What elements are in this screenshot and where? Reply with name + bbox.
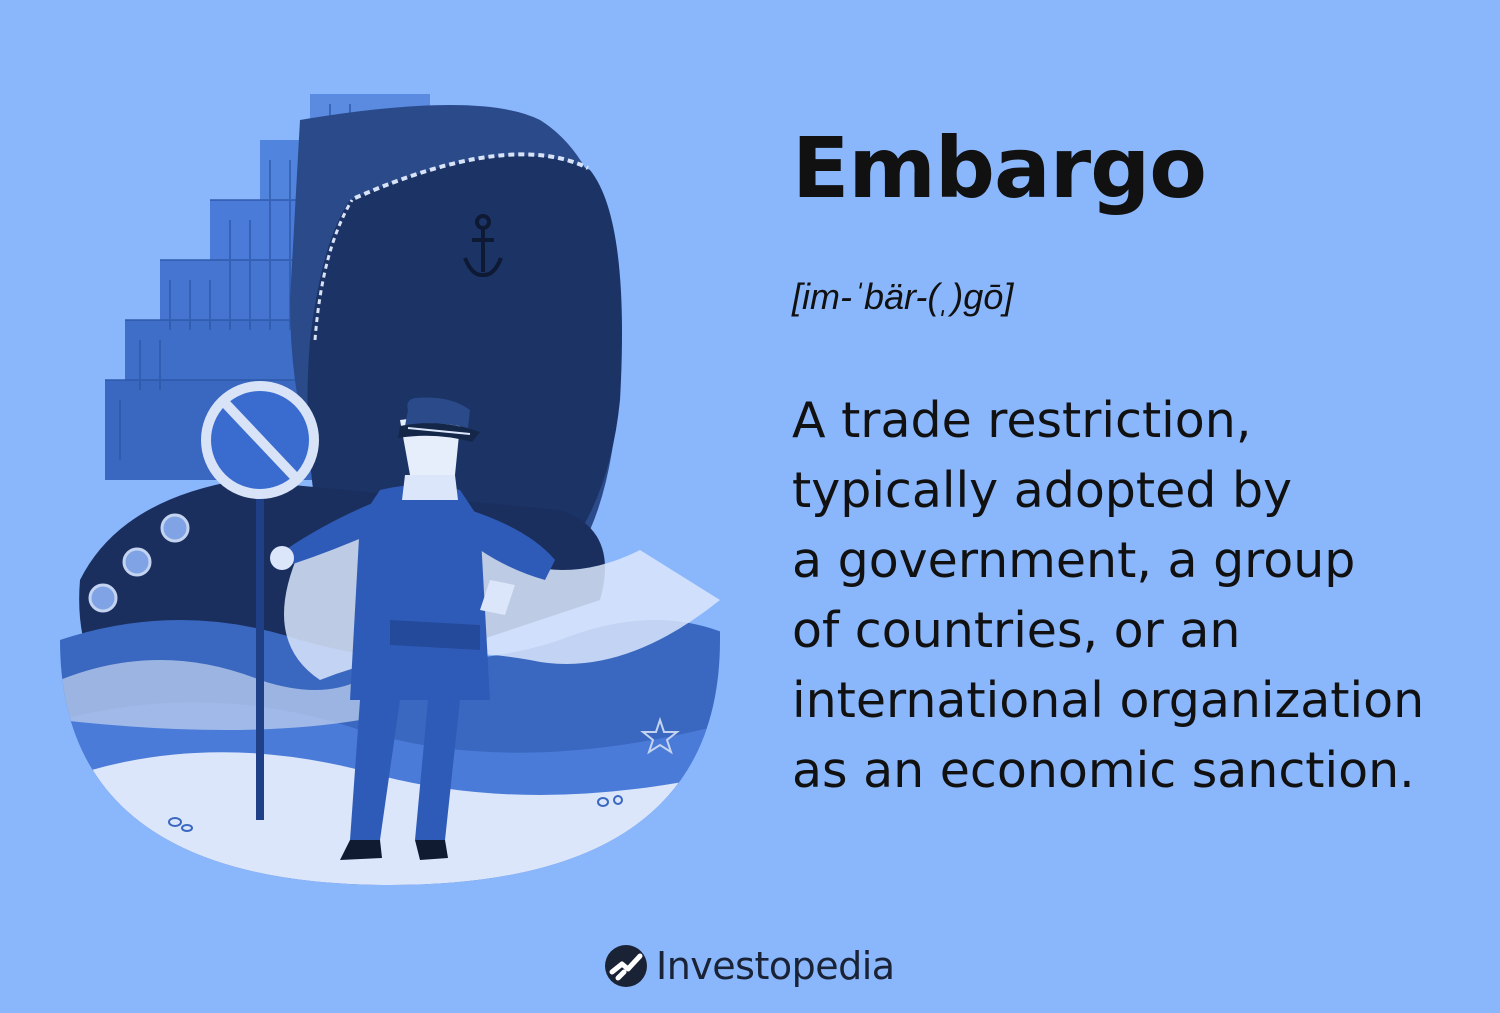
wave-icon	[60, 525, 720, 885]
definition-line: as an economic sanction.	[792, 742, 1415, 799]
no-entry-sign-icon	[201, 381, 319, 820]
definition: A trade restriction, typically adopted b…	[792, 386, 1472, 806]
definition-line: a government, a group	[792, 532, 1356, 589]
guard-figure-icon	[270, 397, 555, 860]
embargo-illustration	[60, 80, 740, 890]
definition-line: of countries, or an	[792, 602, 1241, 659]
definition-line: international organization	[792, 672, 1425, 729]
term-title: Embargo	[792, 119, 1207, 217]
anchor-icon	[463, 214, 503, 278]
brand-logo: Investopedia	[604, 944, 895, 988]
definition-line: typically adopted by	[792, 462, 1293, 519]
investopedia-logo-icon	[605, 945, 647, 987]
brand-name: Investopedia	[656, 944, 895, 988]
pronunciation: [im-ˈbär-(ˌ)gō]	[792, 276, 1014, 317]
starfish-icon	[640, 716, 680, 755]
definition-line: A trade restriction,	[792, 392, 1252, 449]
